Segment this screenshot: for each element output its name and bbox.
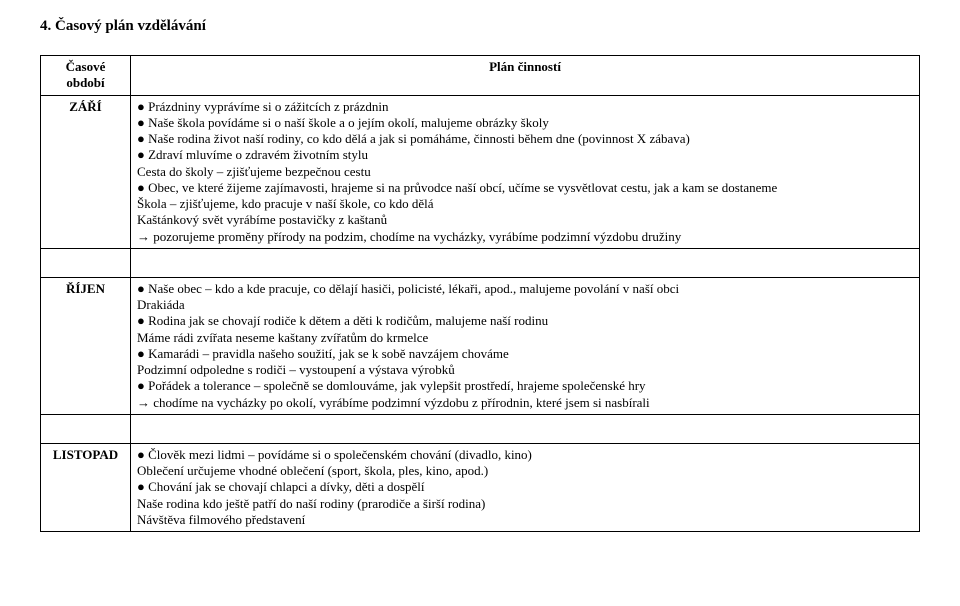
period-cell-zari: ZÁŘÍ — [41, 95, 131, 248]
content-line: ● Člověk mezi lidmi – povídáme si o spol… — [137, 447, 913, 463]
schedule-table: Časové období Plán činností ZÁŘÍ ● Prázd… — [40, 55, 920, 532]
content-line: Kaštánkový svět vyrábíme postavičky z ka… — [137, 212, 913, 228]
content-line: ● Pořádek a tolerance – společně se doml… — [137, 378, 913, 394]
table-header-row: Časové období Plán činností — [41, 56, 920, 96]
content-line: Máme rádi zvířata neseme kaštany zvířatů… — [137, 330, 913, 346]
table-row: ZÁŘÍ ● Prázdniny vyprávíme si o zážitcíc… — [41, 95, 920, 248]
content-line: ● Kamarádi – pravidla našeho soužití, ja… — [137, 346, 913, 362]
content-line: ● Obec, ve které žijeme zajímavosti, hra… — [137, 180, 913, 196]
content-line: Drakiáda — [137, 297, 913, 313]
content-line: Návštěva filmového představení — [137, 512, 913, 528]
content-line: Podzimní odpoledne s rodiči – vystoupení… — [137, 362, 913, 378]
section-title: 4. Časový plán vzdělávání — [40, 18, 920, 35]
content-line: ● Naše obec – kdo a kde pracuje, co děla… — [137, 281, 913, 297]
content-line: ● Prázdniny vyprávíme si o zážitcích z p… — [137, 99, 913, 115]
content-line: Naše rodina kdo ještě patří do naší rodi… — [137, 496, 913, 512]
period-cell-listopad: LISTOPAD — [41, 443, 131, 531]
content-line: Oblečení určujeme vhodné oblečení (sport… — [137, 463, 913, 479]
header-plan: Plán činností — [131, 56, 920, 96]
content-line: ● Zdraví mluvíme o zdravém životním styl… — [137, 147, 913, 163]
header-period-line1: Časové — [66, 59, 106, 74]
content-cell-listopad: ● Člověk mezi lidmi – povídáme si o spol… — [131, 443, 920, 531]
header-period-line2: období — [66, 75, 104, 90]
content-line: Škola – zjišťujeme, kdo pracuje v naší š… — [137, 196, 913, 212]
content-line: ● Naše škola povídáme si o naší škole a … — [137, 115, 913, 131]
header-period: Časové období — [41, 56, 131, 96]
period-cell-rijen: ŘÍJEN — [41, 277, 131, 414]
content-line: → chodíme na vycházky po okolí, vyrábíme… — [137, 395, 913, 411]
content-line: ● Chování jak se chovají chlapci a dívky… — [137, 479, 913, 495]
content-line: Cesta do školy – zjišťujeme bezpečnou ce… — [137, 164, 913, 180]
table-row: ŘÍJEN ● Naše obec – kdo a kde pracuje, c… — [41, 277, 920, 414]
content-cell-zari: ● Prázdniny vyprávíme si o zážitcích z p… — [131, 95, 920, 248]
content-line: ● Rodina jak se chovají rodiče k dětem a… — [137, 313, 913, 329]
table-row: LISTOPAD ● Člověk mezi lidmi – povídáme … — [41, 443, 920, 531]
gap-row — [41, 414, 920, 443]
content-line: ● Naše rodina život naší rodiny, co kdo … — [137, 131, 913, 147]
content-line: → pozorujeme proměny přírody na podzim, … — [137, 229, 913, 245]
gap-row — [41, 248, 920, 277]
content-cell-rijen: ● Naše obec – kdo a kde pracuje, co děla… — [131, 277, 920, 414]
